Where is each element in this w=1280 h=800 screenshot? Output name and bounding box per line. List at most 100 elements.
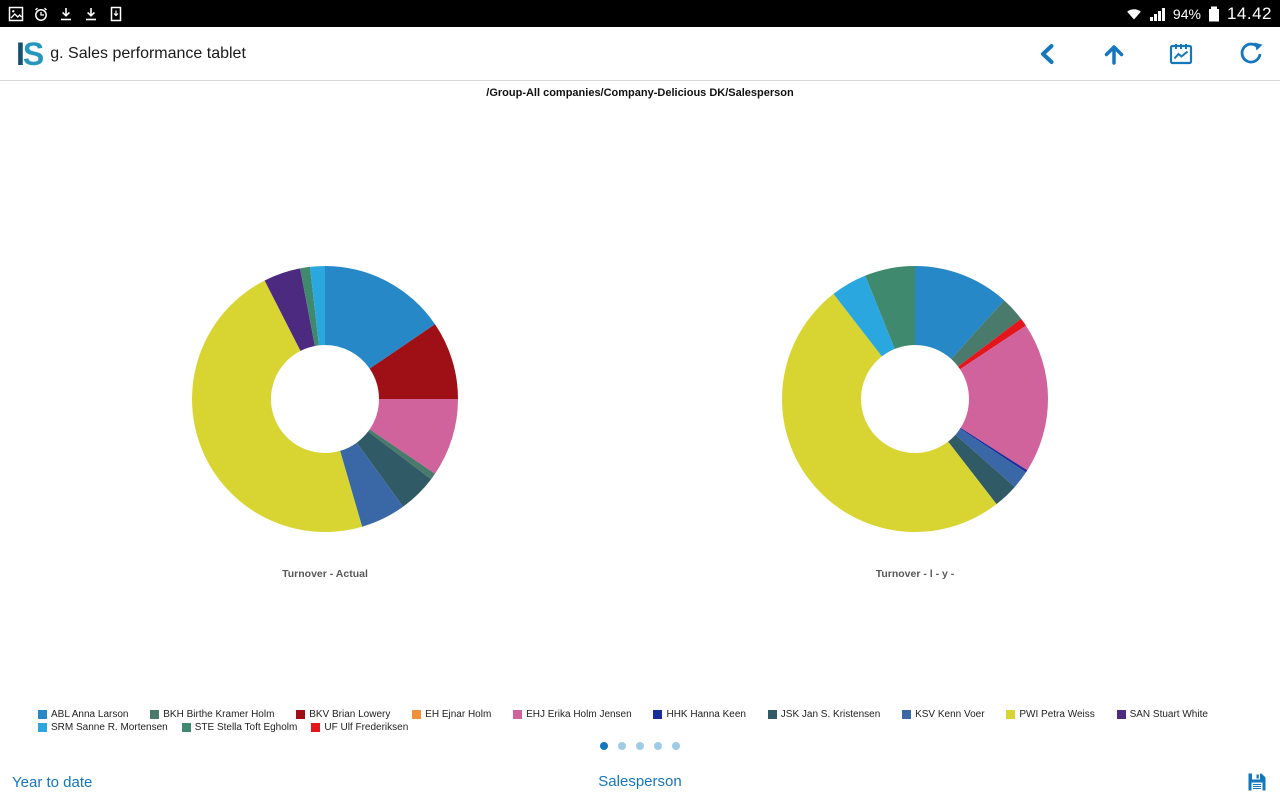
legend-swatch: [412, 710, 422, 719]
page-dot-3[interactable]: [636, 742, 644, 750]
legend-label: EH Ejnar Holm: [425, 709, 492, 720]
legend-swatch: [902, 710, 912, 719]
battery-percent: 94%: [1172, 5, 1201, 22]
download-icon-2: [86, 7, 96, 20]
signal-strength-icon: [1149, 7, 1165, 21]
donut-slice-jsk[interactable]: [356, 431, 432, 507]
legend-item-bkh: BKH Birthe Kramer Holm: [150, 709, 274, 720]
download-icon: [61, 7, 71, 20]
legend-swatch: [38, 710, 47, 719]
legend-item-ste: STE Stella Toft Egholm: [181, 722, 298, 733]
donut-slice-pwi[interactable]: [781, 293, 997, 533]
legend-item-uf: UF Ulf Frederiksen: [311, 722, 408, 733]
chevron-left-icon: [1041, 43, 1054, 64]
refresh-icon: [1240, 42, 1263, 63]
legend-label: ABL Anna Larson: [51, 709, 129, 720]
donut-slice-jsk[interactable]: [948, 434, 1015, 505]
legend-swatch: [181, 723, 191, 732]
logo-letter-s: S: [22, 35, 44, 72]
legend-label: JSK Jan S. Kristensen: [780, 709, 881, 720]
legend-label: UF Ulf Frederiksen: [324, 722, 409, 733]
legend-label: SRM Sanne R. Mortensen: [51, 722, 168, 733]
legend-item-san: SAN Stuart White: [1116, 709, 1208, 720]
legend-swatch: [513, 710, 523, 719]
legend-label: STE Stella Toft Egholm: [194, 722, 298, 733]
wifi-icon: [1127, 8, 1141, 19]
donut-chart-actual: [192, 266, 458, 532]
chart-actual-caption: Turnover - Actual: [282, 568, 368, 580]
arrow-up-icon: [1104, 44, 1124, 65]
main-content: /Group-All companies/Company-Delicious D…: [0, 81, 1280, 764]
save-disk-icon: [1248, 773, 1266, 791]
chart-last-year: [780, 264, 1050, 539]
donut-slice-bkv[interactable]: [369, 324, 458, 399]
donut-slice-ehj[interactable]: [960, 325, 1048, 471]
chart-actual: [190, 264, 460, 539]
legend-swatch: [1116, 710, 1126, 719]
period-selector-link[interactable]: Year to date: [12, 773, 93, 791]
donut-slice-ste[interactable]: [300, 266, 319, 346]
donut-slice-pwi[interactable]: [192, 280, 363, 532]
alarm-icon: [34, 7, 48, 21]
legend-swatch: [150, 710, 160, 719]
legend-row-2: SRM Sanne R. Mortensen STE Stella Toft Eg…: [38, 722, 408, 733]
refresh-button[interactable]: [1238, 41, 1264, 67]
legend-item-ehj: EHJ Erika Holm Jensen: [513, 709, 632, 720]
legend-item-ksv: KSV Kenn Voer: [902, 709, 985, 720]
breadcrumb: /Group-All companies/Company-Delicious D…: [486, 87, 794, 99]
status-bar-indicators: 94% 14.42: [1125, 4, 1272, 24]
donut-slice-srm[interactable]: [309, 266, 325, 346]
page-dot-2[interactable]: [618, 742, 626, 750]
legend-label: HHK Hanna Keen: [666, 709, 746, 720]
page-dot-4[interactable]: [654, 742, 662, 750]
dimension-selector-link[interactable]: Salesperson: [598, 773, 682, 790]
legend-swatch: [38, 723, 47, 732]
donut-slice-hhk[interactable]: [960, 427, 1028, 473]
legend-label: EHJ Erika Holm Jensen: [526, 709, 632, 720]
screenshot-icon: [110, 6, 122, 21]
legend-item-hhk: HHK Hanna Keen: [653, 709, 746, 720]
chart-last-year-caption: Turnover - l - y -: [875, 568, 955, 580]
donut-slice-abl[interactable]: [915, 266, 1005, 359]
legend-item-abl: ABL Anna Larson: [38, 709, 128, 720]
clock-time: 14.42: [1226, 3, 1272, 23]
legend-swatch: [767, 710, 777, 719]
gallery-icon: [8, 6, 24, 21]
donut-slice-ksv[interactable]: [340, 442, 404, 527]
donut-slice-abl[interactable]: [325, 266, 435, 369]
battery-icon: [1208, 6, 1219, 21]
page-title: g. Sales performance tablet: [50, 44, 246, 62]
legend-swatch: [653, 710, 663, 719]
donut-slice-ksv[interactable]: [955, 428, 1026, 487]
status-bar-notifications: [8, 6, 124, 22]
donut-slice-san[interactable]: [264, 268, 315, 351]
legend-swatch: [1006, 710, 1016, 719]
legend-label: PWI Petra Weiss: [1019, 709, 1095, 720]
legend-label: KSV Kenn Voer: [915, 709, 985, 720]
legend-item-srm: SRM Sanne R. Mortensen: [38, 722, 168, 733]
header-actions: [1036, 41, 1264, 67]
donut-slice-uf[interactable]: [958, 318, 1026, 370]
legend-item-bkv: BKV Brian Lowery: [296, 709, 390, 720]
donut-slice-bkh[interactable]: [951, 300, 1022, 367]
footer-bar: Year to date Salesperson: [0, 764, 1280, 800]
save-button[interactable]: [1246, 771, 1268, 793]
page-dot-5[interactable]: [672, 742, 680, 750]
back-button[interactable]: [1036, 42, 1060, 66]
report-view-button[interactable]: [1168, 41, 1196, 67]
page-indicator: [0, 742, 1280, 750]
legend-item-pwi: PWI Petra Weiss: [1006, 709, 1095, 720]
legend-row-1: ABL Anna Larson BKH Birthe Kramer Holm BKV…: [38, 709, 1208, 720]
calendar-chart-icon: [1169, 43, 1193, 64]
donut-slice-ste[interactable]: [865, 266, 915, 349]
app-header: IS g. Sales performance tablet: [0, 27, 1280, 81]
donut-slice-bkh[interactable]: [368, 429, 435, 480]
page-dot-1[interactable]: [600, 742, 608, 750]
legend-swatch: [296, 710, 306, 719]
donut-slice-srm[interactable]: [833, 275, 895, 357]
drill-up-button[interactable]: [1102, 42, 1126, 66]
legend-label: BKH Birthe Kramer Holm: [163, 709, 275, 720]
donut-slice-ehj[interactable]: [369, 399, 458, 474]
app-logo: IS: [16, 35, 44, 72]
